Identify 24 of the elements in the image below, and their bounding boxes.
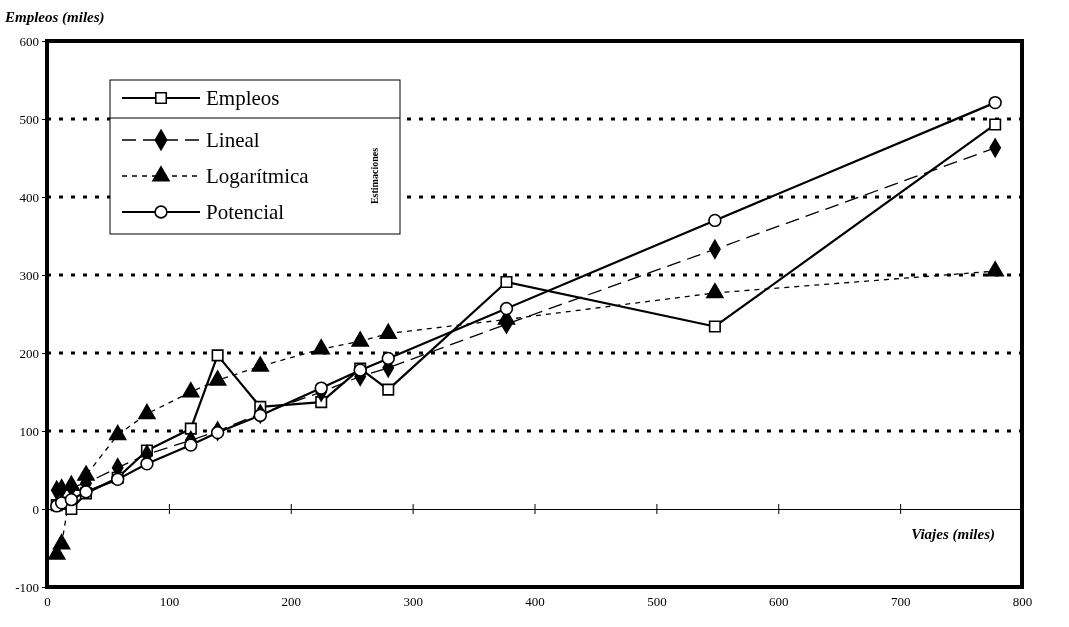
y-tick-label: 0 bbox=[32, 501, 39, 517]
x-axis-title: Viajes (miles) bbox=[911, 526, 995, 543]
y-tick-label: 600 bbox=[19, 33, 39, 49]
legend-label: Empleos bbox=[206, 86, 280, 110]
x-tick-label: 300 bbox=[403, 594, 423, 610]
x-tick-label: 700 bbox=[890, 594, 911, 610]
x-tick-label: 400 bbox=[525, 594, 545, 610]
x-tick-label: 800 bbox=[1012, 594, 1033, 610]
legend-label: Lineal bbox=[206, 128, 260, 152]
x-tick-label: 100 bbox=[159, 594, 180, 610]
x-tick-label: 200 bbox=[281, 594, 301, 610]
y-tick-label: -100 bbox=[15, 579, 39, 595]
legend-label: Logarítmica bbox=[206, 164, 310, 188]
y-axis-title: Empleos (miles) bbox=[4, 9, 105, 26]
y-tick-label: 100 bbox=[19, 423, 39, 439]
y-tick-label: 300 bbox=[19, 267, 39, 283]
legend-label: Potencial bbox=[206, 200, 285, 224]
x-tick-label: 500 bbox=[647, 594, 667, 610]
x-tick-label: 600 bbox=[769, 594, 789, 610]
y-tick-label: 500 bbox=[19, 111, 39, 127]
y-tick-label: 200 bbox=[19, 345, 39, 361]
annotation: Estimaciones bbox=[369, 147, 380, 205]
x-tick-label: 0 bbox=[44, 594, 51, 610]
y-tick-label: 400 bbox=[19, 189, 39, 205]
